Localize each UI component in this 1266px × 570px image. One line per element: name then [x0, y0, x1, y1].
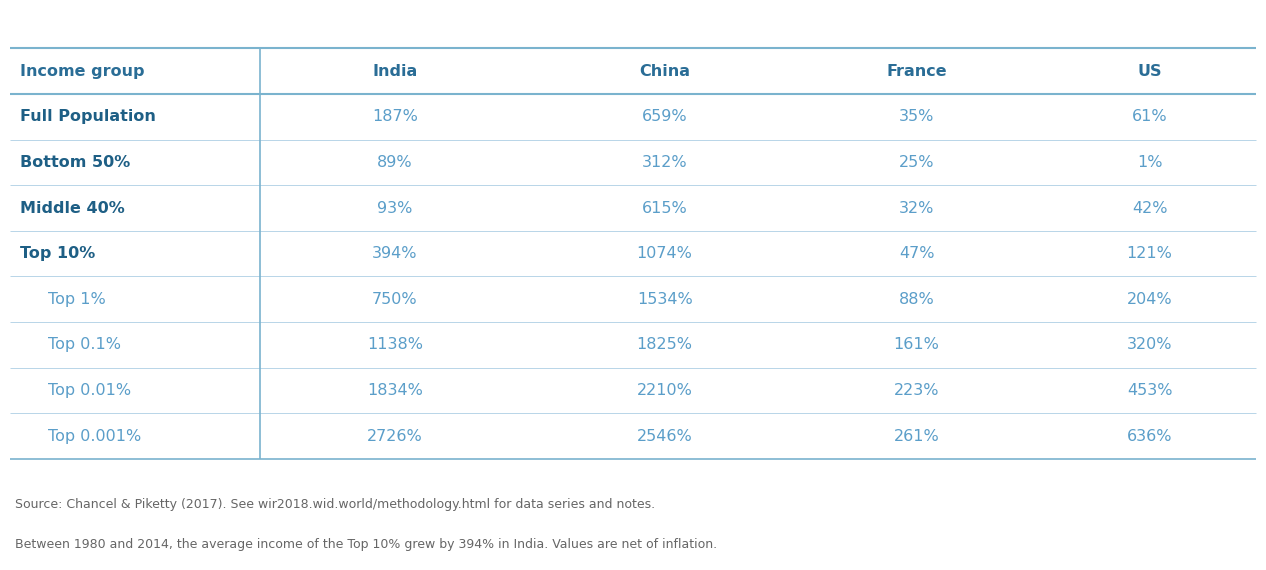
Text: 750%: 750% — [372, 292, 418, 307]
Text: 121%: 121% — [1127, 246, 1172, 261]
Text: 89%: 89% — [377, 155, 413, 170]
Text: 615%: 615% — [642, 201, 687, 215]
Text: 161%: 161% — [894, 337, 939, 352]
Text: 659%: 659% — [642, 109, 687, 124]
Text: 1138%: 1138% — [367, 337, 423, 352]
Text: 1825%: 1825% — [637, 337, 693, 352]
Text: Top 0.1%: Top 0.1% — [48, 337, 122, 352]
Text: 32%: 32% — [899, 201, 934, 215]
Text: 25%: 25% — [899, 155, 934, 170]
Text: Full Population: Full Population — [20, 109, 156, 124]
Text: Source: Chancel & Piketty (2017). See wir2018.wid.world/methodology.html for dat: Source: Chancel & Piketty (2017). See wi… — [15, 498, 656, 511]
Text: 1074%: 1074% — [637, 246, 693, 261]
Text: 1534%: 1534% — [637, 292, 693, 307]
Text: India: India — [372, 64, 418, 79]
Text: 312%: 312% — [642, 155, 687, 170]
Text: 394%: 394% — [372, 246, 418, 261]
Text: 2726%: 2726% — [367, 429, 423, 443]
Text: 93%: 93% — [377, 201, 413, 215]
Text: Between 1980 and 2014, the average income of the Top 10% grew by 394% in India. : Between 1980 and 2014, the average incom… — [15, 538, 718, 551]
Text: 42%: 42% — [1132, 201, 1167, 215]
Text: 261%: 261% — [894, 429, 939, 443]
Text: China: China — [639, 64, 690, 79]
Text: 204%: 204% — [1127, 292, 1172, 307]
Text: 320%: 320% — [1127, 337, 1172, 352]
Text: 61%: 61% — [1132, 109, 1167, 124]
Text: US: US — [1137, 64, 1162, 79]
Text: 35%: 35% — [899, 109, 934, 124]
Text: 453%: 453% — [1127, 383, 1172, 398]
Text: Top 0.01%: Top 0.01% — [48, 383, 132, 398]
Text: 636%: 636% — [1127, 429, 1172, 443]
Text: Top 0.001%: Top 0.001% — [48, 429, 142, 443]
Text: Top 1%: Top 1% — [48, 292, 106, 307]
Text: 187%: 187% — [372, 109, 418, 124]
Text: 223%: 223% — [894, 383, 939, 398]
Text: 2546%: 2546% — [637, 429, 693, 443]
Text: 88%: 88% — [899, 292, 934, 307]
Text: 1%: 1% — [1137, 155, 1162, 170]
Text: 2210%: 2210% — [637, 383, 693, 398]
Text: France: France — [886, 64, 947, 79]
Text: 1834%: 1834% — [367, 383, 423, 398]
Text: 47%: 47% — [899, 246, 934, 261]
Text: Middle 40%: Middle 40% — [20, 201, 125, 215]
Text: Bottom 50%: Bottom 50% — [20, 155, 130, 170]
Text: Income group: Income group — [20, 64, 144, 79]
Text: Top 10%: Top 10% — [20, 246, 95, 261]
